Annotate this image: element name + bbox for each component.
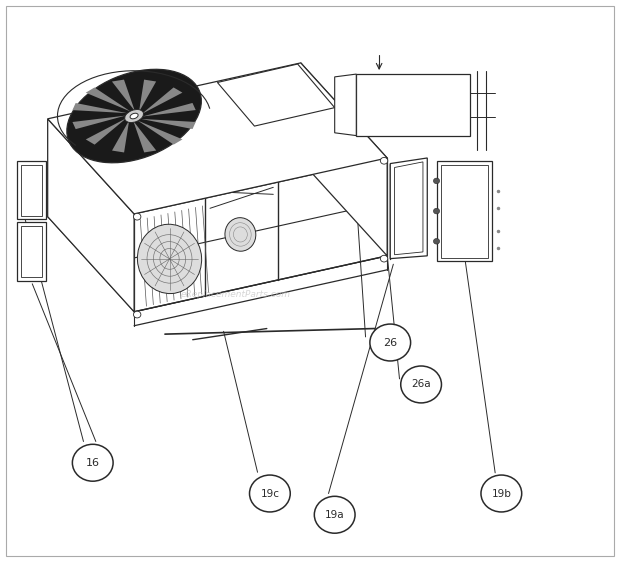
Circle shape: [249, 475, 290, 512]
Polygon shape: [356, 74, 471, 135]
Text: 19c: 19c: [260, 488, 280, 498]
Circle shape: [433, 178, 440, 184]
Polygon shape: [86, 118, 126, 144]
Circle shape: [133, 214, 141, 220]
Circle shape: [481, 475, 521, 512]
Text: 26: 26: [383, 338, 397, 347]
Polygon shape: [436, 161, 492, 261]
Polygon shape: [218, 64, 335, 126]
Polygon shape: [73, 116, 126, 129]
Text: 19a: 19a: [325, 510, 345, 520]
Polygon shape: [138, 121, 182, 144]
Polygon shape: [143, 103, 196, 116]
Polygon shape: [112, 120, 129, 152]
Text: 19b: 19b: [492, 488, 512, 498]
Circle shape: [73, 445, 113, 481]
Polygon shape: [86, 88, 130, 111]
Polygon shape: [301, 63, 387, 256]
Circle shape: [314, 496, 355, 533]
Polygon shape: [335, 74, 356, 135]
Polygon shape: [48, 63, 387, 214]
Polygon shape: [73, 103, 127, 113]
Polygon shape: [48, 119, 134, 312]
Circle shape: [433, 209, 440, 214]
Ellipse shape: [67, 69, 202, 163]
Polygon shape: [390, 158, 427, 259]
Polygon shape: [134, 158, 387, 312]
Circle shape: [370, 324, 410, 361]
Ellipse shape: [225, 217, 256, 251]
Polygon shape: [48, 161, 387, 312]
Polygon shape: [141, 119, 196, 129]
Polygon shape: [17, 223, 46, 281]
Polygon shape: [139, 80, 156, 112]
Text: 26a: 26a: [411, 379, 431, 389]
Polygon shape: [142, 88, 182, 114]
Ellipse shape: [130, 113, 138, 119]
Circle shape: [380, 255, 388, 262]
Circle shape: [433, 238, 440, 244]
Circle shape: [133, 311, 141, 318]
Circle shape: [380, 157, 388, 164]
Polygon shape: [17, 161, 46, 220]
Polygon shape: [133, 121, 156, 152]
Polygon shape: [112, 80, 135, 111]
Text: eReplacementParts.com: eReplacementParts.com: [181, 291, 291, 300]
Ellipse shape: [138, 224, 202, 293]
Ellipse shape: [125, 110, 143, 123]
Text: 16: 16: [86, 457, 100, 468]
Circle shape: [401, 366, 441, 403]
